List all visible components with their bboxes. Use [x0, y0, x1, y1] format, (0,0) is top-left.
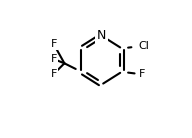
Text: F: F	[50, 69, 57, 79]
Text: F: F	[50, 39, 57, 49]
Text: F: F	[50, 54, 57, 64]
Text: Cl: Cl	[139, 41, 150, 51]
Text: N: N	[97, 29, 106, 42]
Text: F: F	[139, 69, 145, 79]
